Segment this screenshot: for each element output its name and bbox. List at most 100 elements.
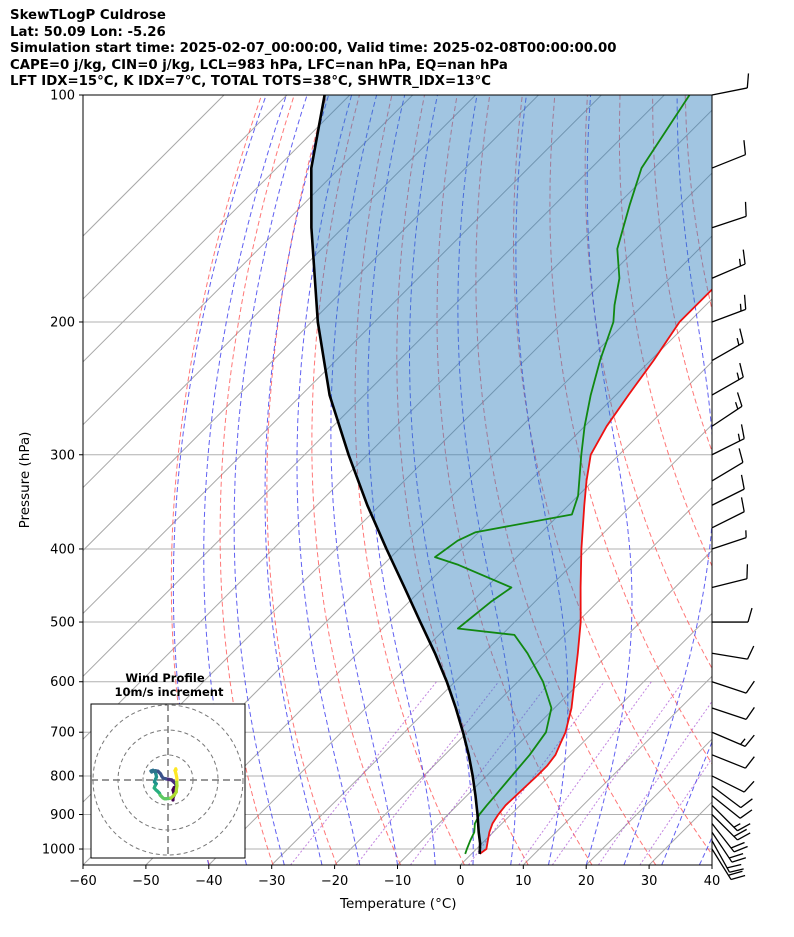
wind-barb xyxy=(711,73,750,96)
x-tick-label: 20 xyxy=(578,874,595,889)
y-tick-label: 700 xyxy=(50,726,75,741)
barb-flag xyxy=(743,140,747,155)
x-axis-label: Temperature (°C) xyxy=(339,896,457,912)
wind-barb xyxy=(711,140,747,169)
barb-flag xyxy=(728,852,744,859)
x-tick-label: −10 xyxy=(384,874,411,889)
wind-barb xyxy=(711,823,748,853)
isotherm-line xyxy=(83,95,288,300)
barb-flag xyxy=(739,328,744,343)
barb-shaft xyxy=(711,154,746,169)
barb-flag xyxy=(738,448,744,463)
dry-adiabat xyxy=(618,95,712,568)
dry-adiabat xyxy=(354,95,465,865)
wind-barb xyxy=(711,706,755,720)
moist-adiabat xyxy=(172,95,267,865)
barb-flag xyxy=(740,424,745,439)
mixing-ratio-line xyxy=(597,700,712,865)
barb-half-flag xyxy=(734,401,739,410)
barb-flag xyxy=(737,832,751,841)
dry-adiabat xyxy=(513,95,712,856)
isotherm-line xyxy=(460,612,712,865)
barb-flag xyxy=(742,249,746,265)
isotherm-line xyxy=(711,864,712,865)
barb-half-flag xyxy=(733,823,741,828)
isotherm-line xyxy=(83,95,225,237)
location-line: Lat: 50.09 Lon: -5.26 xyxy=(10,24,166,40)
barb-flag xyxy=(726,863,742,869)
dry-adiabat xyxy=(584,95,712,670)
x-tick-label: 0 xyxy=(456,874,464,889)
wind-barbs xyxy=(711,73,755,881)
barb-half-flag xyxy=(736,337,740,346)
dry-adiabat xyxy=(750,95,794,865)
barb-half-flag xyxy=(738,258,742,267)
moist-adiabat xyxy=(409,95,474,865)
moist-adiabat xyxy=(515,95,569,865)
dry-adiabat xyxy=(436,95,593,865)
barb-shaft xyxy=(711,263,746,279)
barb-flag xyxy=(733,828,747,838)
dry-adiabat xyxy=(170,95,263,865)
barb-flag xyxy=(740,474,745,490)
y-tick-label: 100 xyxy=(50,89,75,104)
barb-flag xyxy=(746,73,750,88)
barb-flag xyxy=(728,870,743,876)
mixing-ratio-line xyxy=(551,681,684,865)
x-tick-label: −60 xyxy=(69,874,96,889)
isotherm-line xyxy=(83,95,539,552)
barb-half-flag xyxy=(736,372,740,380)
isotherm-line xyxy=(83,95,414,426)
mixing-ratio-line xyxy=(290,681,437,865)
wind-barb xyxy=(711,530,747,550)
barb-shaft xyxy=(711,342,744,362)
x-tick-label: −40 xyxy=(195,874,222,889)
isotherm-line xyxy=(397,549,712,865)
wind-barb xyxy=(711,564,749,589)
barb-flag xyxy=(743,294,747,310)
barb-flag xyxy=(739,362,744,378)
barb-flag xyxy=(736,392,743,407)
series-parcel xyxy=(310,95,482,854)
wind-barb xyxy=(711,474,745,506)
mixing-ratio-line xyxy=(518,681,652,865)
barb-shaft xyxy=(711,578,748,589)
dry-adiabat xyxy=(311,95,402,865)
moist-adiabat xyxy=(330,95,398,865)
x-tick-label: −50 xyxy=(132,874,159,889)
y-tick-label: 400 xyxy=(50,542,75,557)
y-tick-label: 500 xyxy=(50,616,75,631)
x-tick-label: 10 xyxy=(515,874,532,889)
isotherm-line xyxy=(271,423,712,865)
wind-barb xyxy=(711,731,755,748)
wind-barb xyxy=(711,840,744,873)
profile-lines xyxy=(310,95,712,855)
wind-barb xyxy=(711,795,753,819)
wind-barb xyxy=(711,754,755,769)
barb-shaft xyxy=(711,461,744,482)
barb-shaft xyxy=(711,438,745,456)
hodograph-subtitle: 10m/s increment xyxy=(115,685,224,699)
hodograph-plot xyxy=(91,704,245,858)
barb-shaft xyxy=(711,754,746,769)
barb-flag xyxy=(737,823,751,832)
barb-shaft xyxy=(711,785,742,809)
barb-shaft xyxy=(711,848,732,880)
series-dewpoint xyxy=(434,95,691,855)
barb-shaft xyxy=(711,215,747,229)
wind-barb xyxy=(711,448,744,482)
y-tick-label: 300 xyxy=(50,448,75,463)
barb-shaft xyxy=(711,795,741,819)
wind-barb xyxy=(711,392,743,427)
indices-line-1: CAPE=0 j/kg, CIN=0 j/kg, LCL=983 hPa, LF… xyxy=(10,57,508,73)
wind-barb xyxy=(712,607,753,623)
wind-barb xyxy=(711,249,746,279)
isotherm-line xyxy=(522,675,712,865)
barb-flag xyxy=(740,798,753,809)
barb-shaft xyxy=(711,681,747,694)
wind-barb xyxy=(711,424,745,456)
barb-flag xyxy=(747,607,753,623)
x-tick-label: −20 xyxy=(321,874,348,889)
wind-barb xyxy=(711,328,744,362)
